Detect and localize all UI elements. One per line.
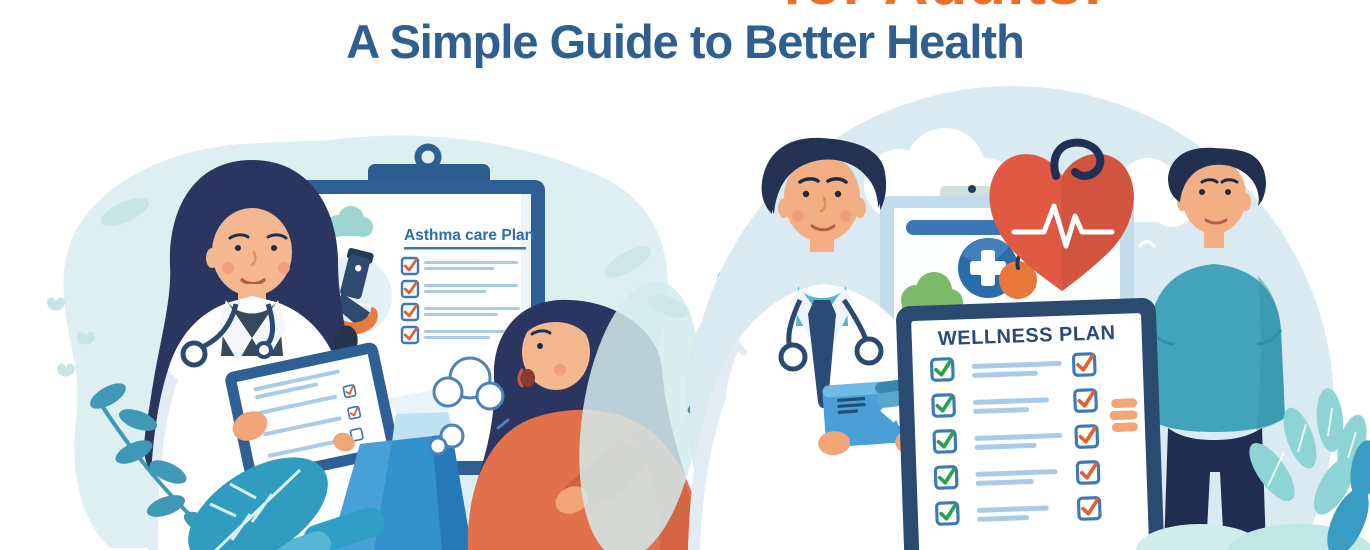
- doctor-tie: [808, 300, 836, 408]
- page-title: A Simple Guide to Better Health: [346, 15, 1025, 68]
- doctor-face: [784, 154, 860, 242]
- title-underline: [404, 247, 526, 250]
- checkbox-checked-icon: [400, 256, 420, 276]
- wellness-plan-board: WELLNESS PLAN: [896, 298, 1165, 550]
- wellness-checklist: [929, 351, 1102, 527]
- checkbox-checked-icon: [400, 302, 420, 322]
- big-leaf: [188, 457, 328, 550]
- man-tshirt: [1146, 264, 1285, 432]
- bottom-left-leaves: [90, 383, 328, 550]
- cough-clouds-icon: [428, 356, 505, 456]
- checkbox-orange-icon: [1072, 387, 1099, 414]
- doctor-hand: [232, 411, 268, 441]
- standing-man: [1132, 147, 1285, 550]
- large-inhaler: [263, 390, 472, 550]
- stethoscope-icon: [778, 298, 884, 372]
- checkbox-checked-icon: [346, 405, 362, 421]
- checkbox-orange-icon: [1074, 423, 1100, 450]
- stethoscope-icon: [180, 303, 275, 368]
- checkbox-green-icon: [929, 356, 956, 383]
- man-pants: [1164, 428, 1266, 550]
- checkbox-checked-icon: [400, 325, 420, 345]
- man-fingers: [1109, 398, 1138, 432]
- heart-ecg-icon: [989, 138, 1134, 291]
- ecg-line: [1011, 203, 1115, 249]
- patient-hand: [555, 486, 589, 514]
- asthma-board-title: Asthma care Plan: [404, 227, 534, 244]
- doctor-face: [212, 208, 292, 296]
- checkbox-green-icon: [933, 464, 959, 491]
- bottom-right-leaves: [1136, 388, 1370, 550]
- man-face: [1182, 158, 1246, 234]
- checkbox-orange-icon: [1076, 495, 1102, 522]
- man-hair: [1168, 147, 1266, 206]
- checkbox-checked-icon: [342, 383, 358, 399]
- checkbox-green-icon: [932, 428, 958, 455]
- doctor-hand: [818, 431, 851, 456]
- checkbox-orange-icon: [1075, 459, 1101, 486]
- checkbox-checked-icon: [400, 279, 420, 299]
- patient-face: [522, 314, 590, 390]
- asthma-checklist: [400, 256, 520, 345]
- checkbox-orange-icon: [1071, 351, 1097, 378]
- checkbox-green-icon: [934, 500, 961, 527]
- clipped-headline: for Adults!: [782, 0, 1104, 19]
- cloud-icon: [326, 206, 373, 237]
- checkbox-green-icon: [930, 392, 957, 419]
- open-mouth: [521, 369, 535, 387]
- right-scene: WELLNESS PLAN: [688, 86, 1370, 550]
